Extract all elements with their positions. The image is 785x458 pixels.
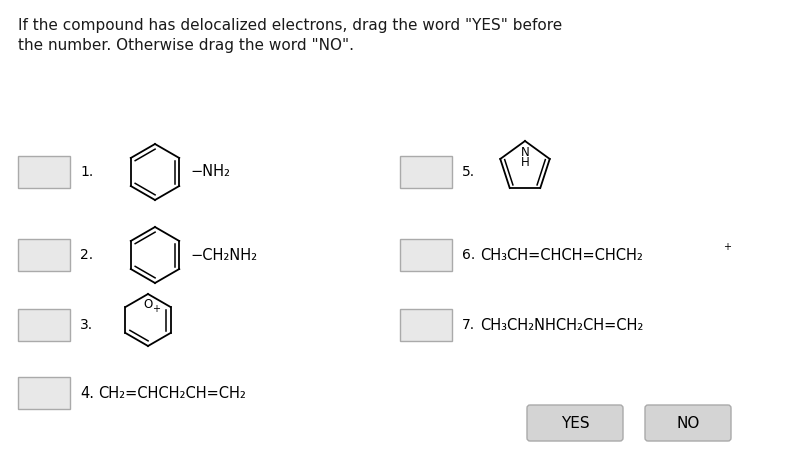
- Text: +: +: [152, 304, 160, 314]
- Bar: [400, 239, 452, 271]
- Text: 5.: 5.: [462, 165, 475, 179]
- Text: If the compound has delocalized electrons, drag the word "YES" before: If the compound has delocalized electron…: [18, 18, 562, 33]
- Text: 7.: 7.: [462, 318, 475, 332]
- FancyBboxPatch shape: [527, 405, 623, 441]
- Text: O: O: [144, 298, 152, 311]
- Text: 1.: 1.: [80, 165, 93, 179]
- Bar: [400, 309, 452, 341]
- Text: −CH₂NH₂: −CH₂NH₂: [190, 247, 257, 262]
- Text: the number. Otherwise drag the word "NO".: the number. Otherwise drag the word "NO"…: [18, 38, 354, 53]
- Text: +: +: [723, 242, 731, 252]
- Text: −NH₂: −NH₂: [190, 164, 230, 180]
- Bar: [18, 377, 70, 409]
- Text: CH₃CH₂NHCH₂CH=CH₂: CH₃CH₂NHCH₂CH=CH₂: [480, 317, 644, 333]
- Bar: [18, 309, 70, 341]
- FancyBboxPatch shape: [645, 405, 731, 441]
- Text: CH₃CH=CHCH=CHCH₂: CH₃CH=CHCH=CHCH₂: [480, 247, 643, 262]
- Text: YES: YES: [560, 415, 590, 431]
- Bar: [18, 156, 70, 188]
- Bar: [400, 156, 452, 188]
- Text: N: N: [520, 146, 529, 159]
- Text: 4.: 4.: [80, 386, 94, 400]
- Text: 2.: 2.: [80, 248, 93, 262]
- Text: 6.: 6.: [462, 248, 475, 262]
- Text: NO: NO: [677, 415, 699, 431]
- Bar: [18, 239, 70, 271]
- Text: 3.: 3.: [80, 318, 93, 332]
- Text: CH₂=CHCH₂CH=CH₂: CH₂=CHCH₂CH=CH₂: [98, 386, 246, 400]
- Text: H: H: [520, 156, 529, 169]
